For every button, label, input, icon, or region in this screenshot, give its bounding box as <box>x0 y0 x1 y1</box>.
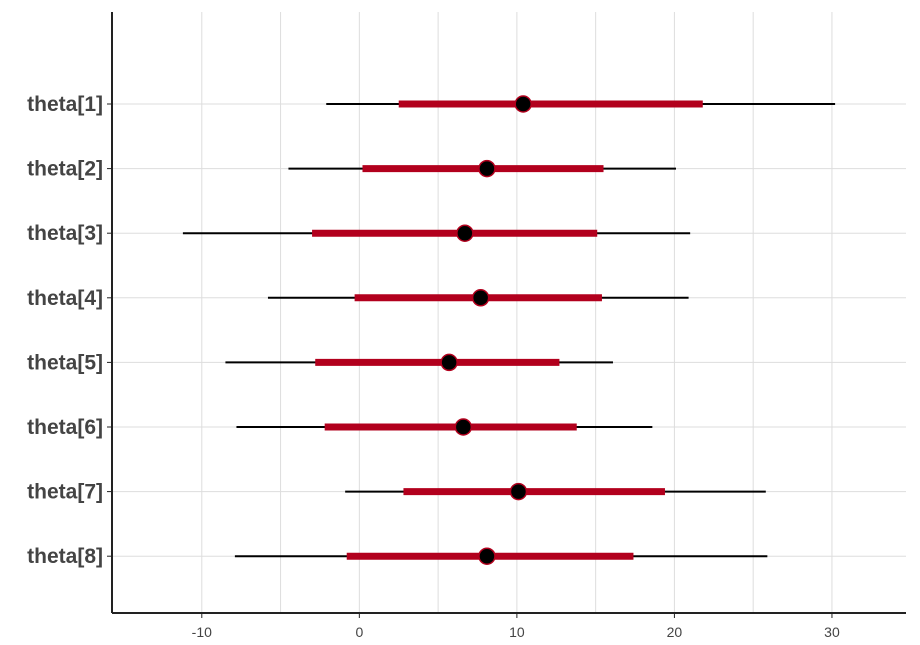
y-tick-label: theta[7] <box>27 481 103 504</box>
x-tick-label: 30 <box>824 624 840 640</box>
point-estimate <box>478 159 496 178</box>
point-estimate <box>456 224 474 242</box>
point-estimate <box>471 289 490 307</box>
x-tick-label: 0 <box>355 624 363 640</box>
point-estimate <box>478 547 496 565</box>
y-tick-label: theta[8] <box>27 545 103 568</box>
tick-labels: -10 0 10 20 30 theta[1] theta[2] theta[3] theta[… <box>27 93 840 640</box>
y-tick-label: theta[6] <box>27 416 103 439</box>
x-tick-label: 10 <box>509 624 525 640</box>
y-tick-label: theta[2] <box>27 158 103 181</box>
x-tick-label: -10 <box>192 624 212 640</box>
y-tick-label: theta[3] <box>27 222 103 245</box>
point-estimate <box>454 418 473 436</box>
point-estimate <box>440 353 458 372</box>
axes <box>107 12 906 618</box>
x-tick-label: 20 <box>667 624 683 640</box>
point-estimate <box>509 482 528 501</box>
point-estimate <box>514 95 532 113</box>
y-tick-label: theta[1] <box>27 93 103 116</box>
interval-marks <box>182 95 836 565</box>
y-tick-label: theta[5] <box>27 351 103 374</box>
y-tick-label: theta[4] <box>27 287 103 310</box>
